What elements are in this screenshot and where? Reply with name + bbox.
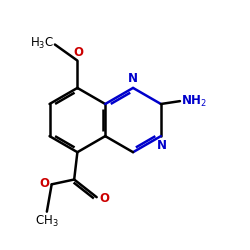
Text: O: O bbox=[99, 192, 109, 205]
Text: N: N bbox=[128, 72, 138, 85]
Text: NH$_2$: NH$_2$ bbox=[181, 94, 207, 109]
Text: N: N bbox=[157, 139, 167, 152]
Text: O: O bbox=[39, 176, 49, 190]
Text: H$_3$C: H$_3$C bbox=[30, 36, 54, 51]
Text: CH$_3$: CH$_3$ bbox=[35, 214, 59, 229]
Text: O: O bbox=[73, 46, 83, 59]
